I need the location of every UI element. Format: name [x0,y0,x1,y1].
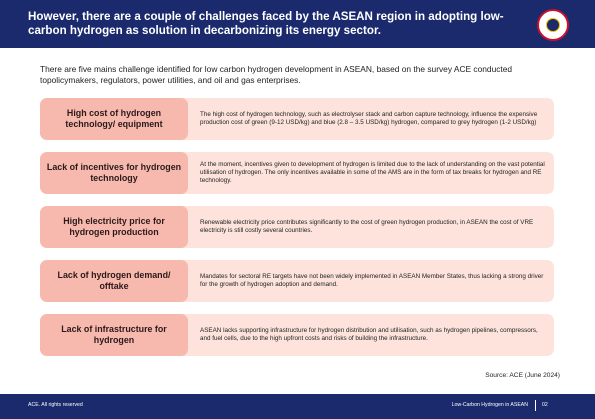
challenge-row: Lack of infrastructure for hydrogen ASEA… [40,314,554,356]
challenge-row: High electricity price for hydrogen prod… [40,206,554,248]
challenge-label: Lack of infrastructure for hydrogen [40,314,188,356]
header-bar: However, there are a couple of challenge… [0,0,595,48]
asean-centre-for-energy-logo-icon [537,9,569,41]
challenge-label: High cost of hydrogen technology/ equipm… [40,98,188,140]
challenge-label: High electricity price for hydrogen prod… [40,206,188,248]
challenge-description: Renewable electricity price contributes … [200,218,534,234]
challenge-label: Lack of incentives for hydrogen technolo… [40,152,188,194]
page-number: 02 [542,402,548,408]
intro-text: There are five mains challenge identifie… [40,64,513,85]
challenge-label: Lack of hydrogen demand/ offtake [40,260,188,302]
challenge-description: The high cost of hydrogen technology, su… [200,110,538,126]
challenge-row: Lack of hydrogen demand/ offtake Mandate… [40,260,554,302]
source-note: Source: ACE (June 2024) [485,372,560,379]
challenge-row: High cost of hydrogen technology/ equipm… [40,98,554,140]
asean-emblem-icon [546,18,560,32]
challenge-description: ASEAN lacks supporting infrastructure fo… [200,326,538,342]
challenge-description: At the moment, incentives given to devel… [200,160,545,185]
footer-doc-title: Low-Carbon Hydrogen in ASEAN [451,402,528,408]
footer-divider [535,400,536,411]
footer-bar: ACE. All rights reserved Low-Carbon Hydr… [0,394,595,419]
footer-copyright: ACE. All rights reserved [28,402,83,408]
challenge-description: Mandates for sectoral RE targets have no… [200,272,544,288]
page-title: However, there are a couple of challenge… [28,10,504,37]
challenge-row: Lack of incentives for hydrogen technolo… [40,152,554,194]
